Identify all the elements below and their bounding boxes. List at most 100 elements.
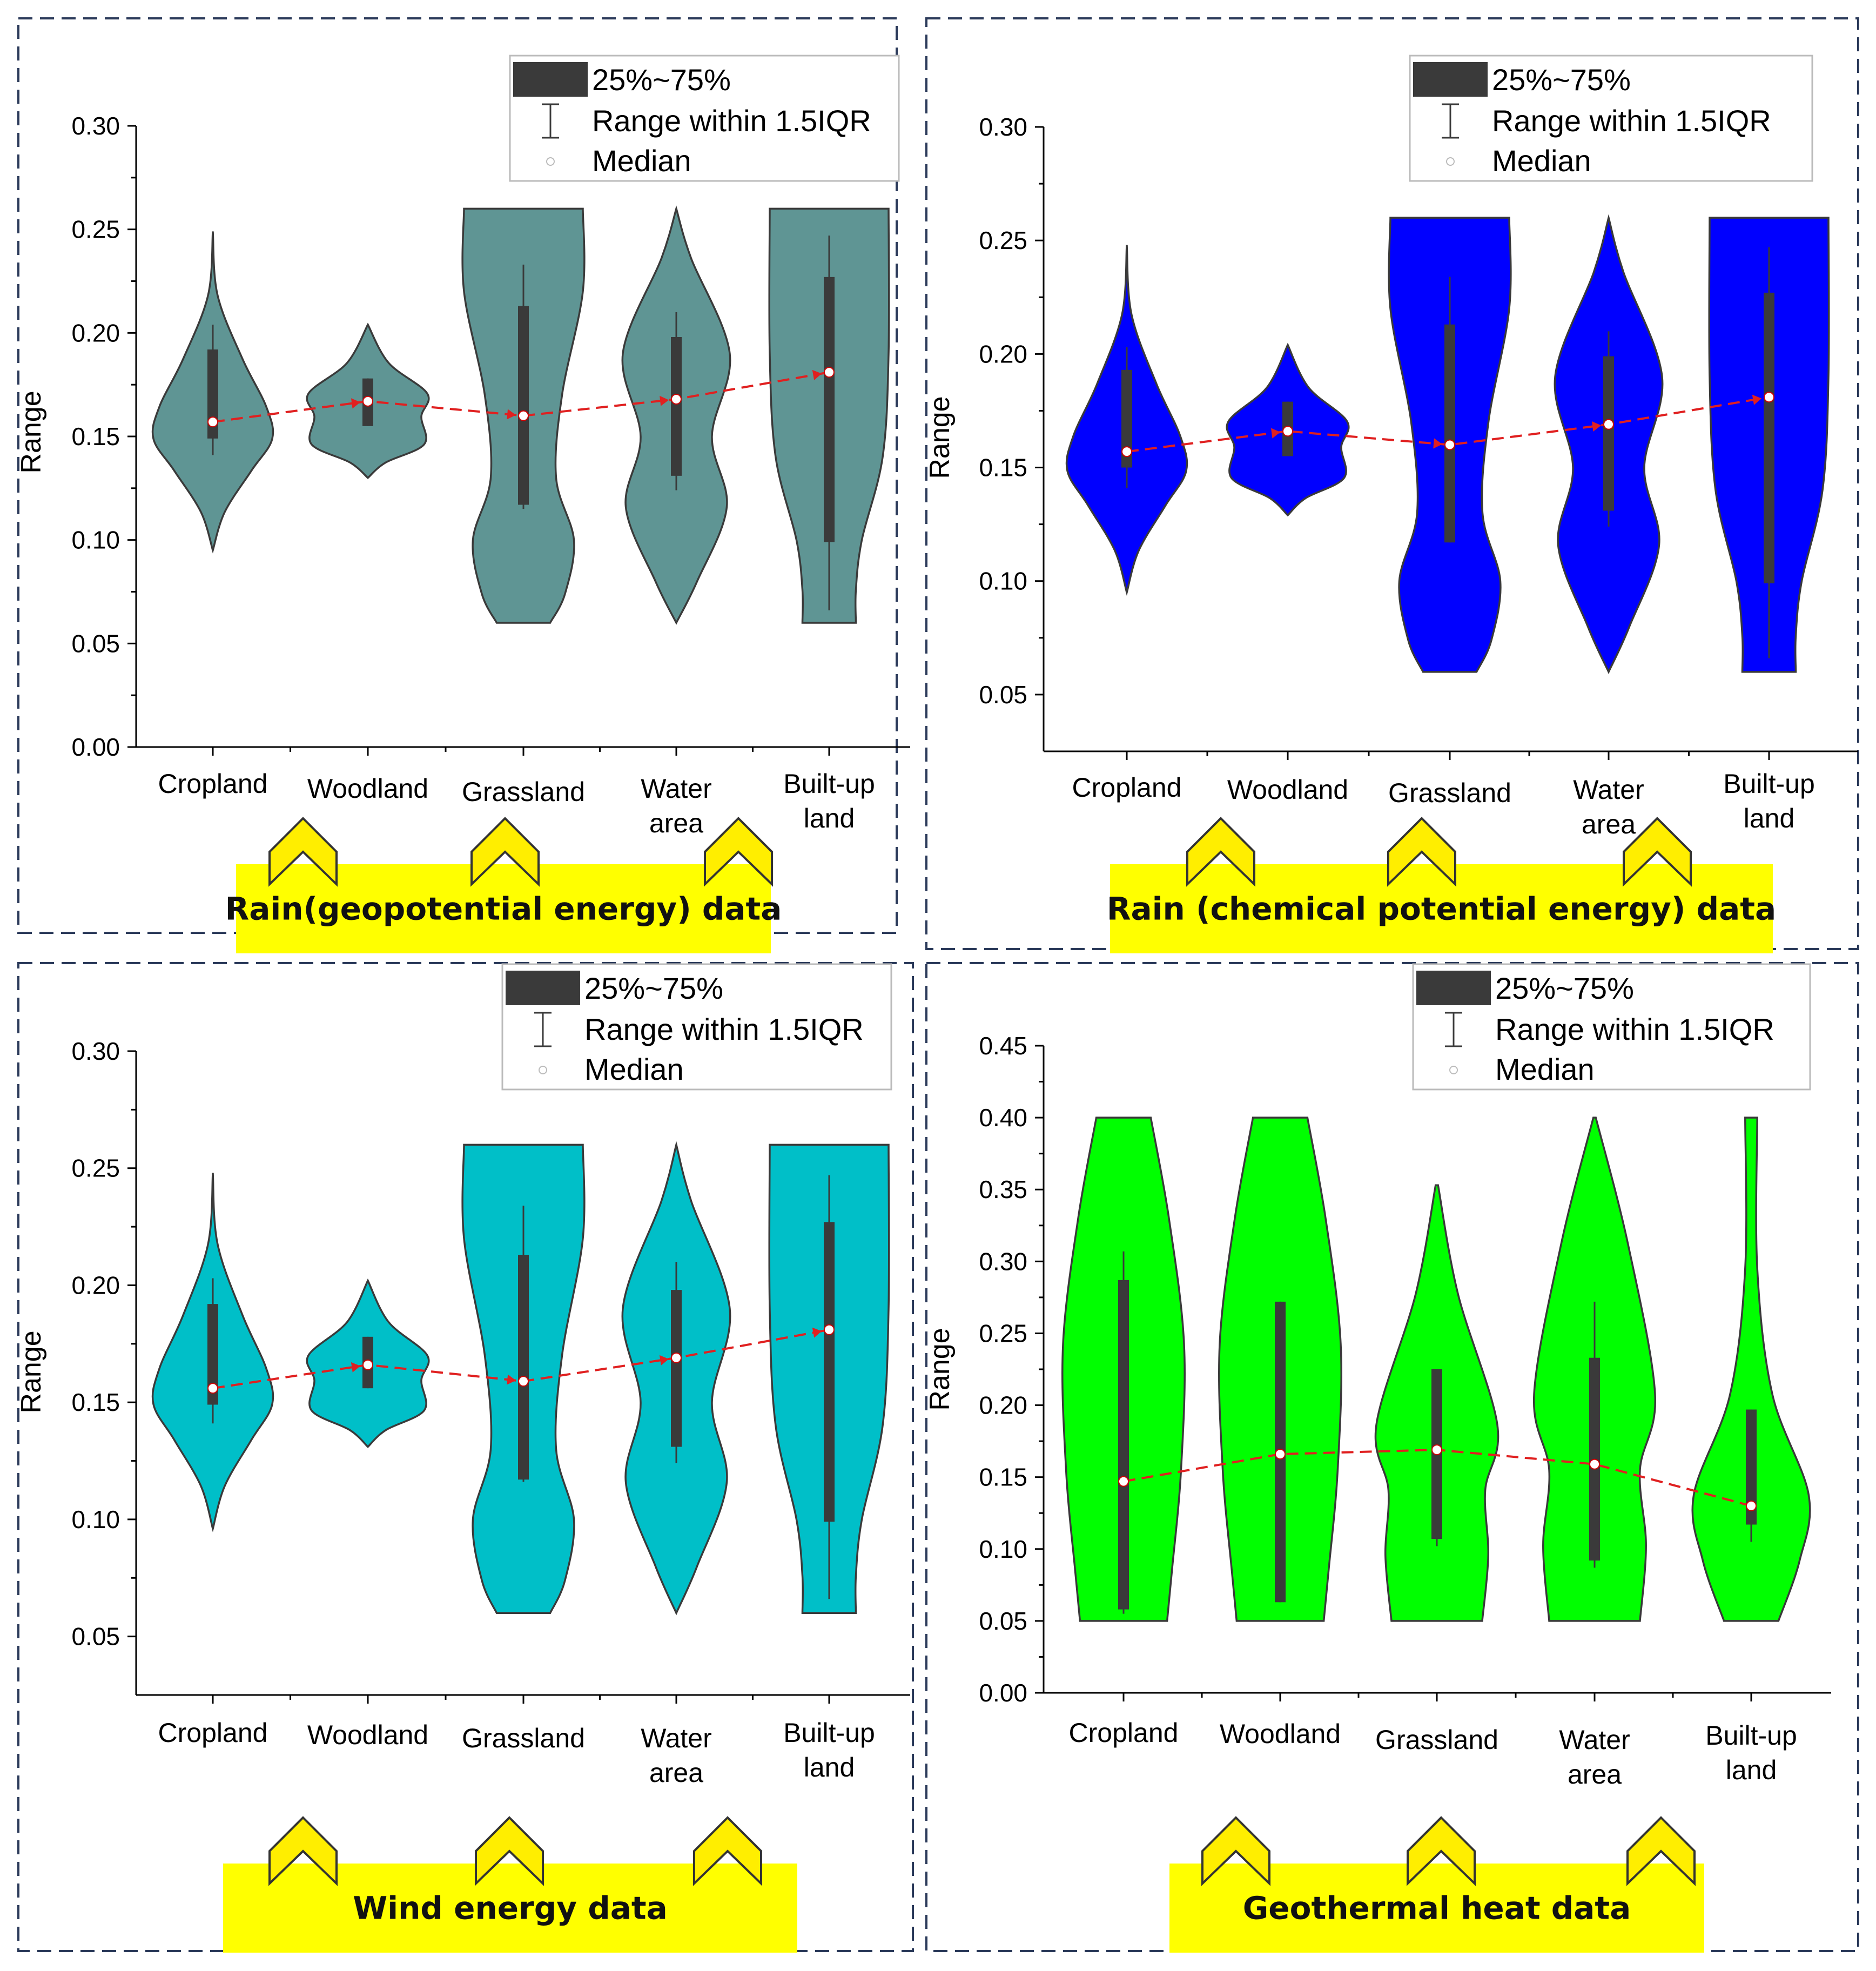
y-tick-label: 0.30 [979, 113, 1027, 141]
x-tick-label: Built-up land [783, 1718, 875, 1782]
x-tick-label: Built-up land [783, 769, 875, 833]
median-point [1118, 1476, 1129, 1487]
y-tick-label: 0.10 [979, 1535, 1027, 1563]
iqr-box [518, 306, 529, 505]
median-point [1746, 1500, 1757, 1511]
panel-frame [17, 962, 914, 1952]
trend-arrow-head [1433, 438, 1443, 449]
x-tick-label: Grassland [1388, 778, 1511, 808]
trend-arrow-head [1271, 428, 1281, 439]
iqr-box [824, 1222, 835, 1522]
chart-panel-2: 0.05 0.10 0.15 0.20 0.25 0.30 Range Cropland Woo… [924, 17, 1859, 953]
chevron-up-icon [1626, 1816, 1696, 1886]
chevron-up-icon [1387, 817, 1456, 887]
legend-median-label: Median [1492, 144, 1591, 178]
y-tick-label: 0.25 [71, 1154, 120, 1182]
banner-title: Geothermal heat data [1243, 1890, 1631, 1927]
trend-arrow-head [812, 369, 822, 380]
x-tick-label: Cropland [158, 1718, 268, 1748]
iqr-box [1118, 1280, 1129, 1610]
trend-arrow-head [1592, 421, 1602, 432]
legend-iqr-label: 25%~75% [584, 971, 723, 1005]
banner-background [223, 1864, 797, 1953]
x-tick-label: Woodland [307, 1720, 428, 1750]
legend-median-icon [1446, 157, 1455, 166]
x-tick-label: Water area [641, 1723, 712, 1788]
legend-range-label: Range within 1.5IQR [584, 1012, 864, 1046]
iqr-box [1444, 324, 1455, 543]
x-tick-label: Woodland [307, 773, 428, 804]
y-tick-label: 0.40 [979, 1104, 1027, 1132]
legend-median-icon [546, 157, 555, 166]
violin-5 [1691, 1116, 1811, 1622]
median-point [1431, 1444, 1442, 1456]
median-point [824, 367, 835, 378]
x-tick-label: Woodland [1227, 775, 1348, 805]
legend-median-icon [539, 1066, 547, 1074]
legend-iqr-swatch [1413, 62, 1488, 97]
trend-arrow-head [812, 1327, 822, 1338]
iqr-box [1764, 292, 1774, 583]
legend: 25%~75% Range within 1.5IQR Median [1409, 55, 1813, 182]
trend-arrow-head [351, 1362, 361, 1373]
x-tick-label: Water area [1559, 1725, 1630, 1790]
y-tick-label: 0.20 [71, 319, 120, 347]
legend-median-label: Median [584, 1052, 684, 1086]
y-tick-label: 0.30 [71, 1037, 120, 1065]
dataset-banner: Rain (chemical potential energy) data [1107, 864, 1776, 953]
chart-panel-3: 0.05 0.10 0.15 0.20 0.25 0.30 Range Cropland Woo… [16, 962, 914, 1953]
legend-iqr-swatch [1416, 971, 1491, 1005]
legend-range-label: Range within 1.5IQR [1492, 104, 1771, 138]
y-axis-label: Range [924, 1328, 956, 1410]
iqr-box [671, 337, 682, 476]
median-point [362, 395, 373, 407]
legend: 25%~75% Range within 1.5IQR Median [501, 963, 892, 1091]
y-tick-label: 0.20 [979, 1391, 1027, 1420]
iqr-box [671, 1290, 682, 1447]
chevron-up-icon [470, 817, 540, 887]
x-tick-label: Cropland [158, 769, 268, 799]
y-tick-label: 0.05 [979, 681, 1027, 709]
median-point [518, 1376, 529, 1387]
x-tick-label: Built-up land [1723, 769, 1815, 833]
legend-iqr-swatch [513, 62, 588, 97]
iqr-box [518, 1255, 529, 1480]
chevron-up-icon [704, 817, 773, 887]
banner-background [1110, 864, 1773, 953]
banner-title: Rain(geopotential energy) data [225, 891, 782, 927]
legend-iqr-label: 25%~75% [1492, 63, 1631, 97]
median-point [362, 1359, 373, 1370]
y-tick-label: 0.35 [979, 1175, 1027, 1203]
chevron-up-icon [693, 1816, 762, 1886]
median-point [671, 394, 682, 405]
y-tick-label: 0.05 [71, 1623, 120, 1651]
x-tick-label: Cropland [1069, 1718, 1179, 1748]
median-point [207, 1383, 218, 1394]
legend: 25%~75% Range within 1.5IQR Median [509, 55, 900, 182]
y-tick-label: 0.20 [71, 1271, 120, 1299]
median-point [1764, 392, 1774, 403]
chevron-up-icon [1186, 817, 1255, 887]
trend-arrow-head [351, 398, 361, 409]
y-tick-label: 0.20 [979, 340, 1027, 368]
trend-arrow-head [507, 1374, 516, 1385]
x-tick-label: Water area [1573, 775, 1644, 839]
legend-iqr-label: 25%~75% [1495, 971, 1634, 1005]
y-tick-label: 0.00 [979, 1679, 1027, 1707]
legend-iqr-label: 25%~75% [592, 63, 731, 97]
y-tick-label: 0.05 [71, 629, 120, 657]
x-tick-label: Cropland [1072, 772, 1182, 803]
y-tick-label: 0.05 [979, 1607, 1027, 1635]
chevron-up-icon [1407, 1816, 1476, 1886]
legend: 25%~75% Range within 1.5IQR Median [1412, 963, 1811, 1091]
dataset-banner: Geothermal heat data [1169, 1864, 1704, 1953]
median-point [1589, 1458, 1600, 1470]
y-tick-label: 0.30 [71, 112, 120, 140]
y-tick-label: 0.25 [979, 1319, 1027, 1347]
iqr-box [1746, 1409, 1757, 1525]
x-tick-label: Built-up land [1705, 1720, 1797, 1785]
y-tick-label: 0.15 [979, 1463, 1027, 1491]
legend-range-label: Range within 1.5IQR [1495, 1012, 1774, 1046]
banner-background [236, 864, 771, 953]
legend-iqr-swatch [506, 971, 580, 1005]
